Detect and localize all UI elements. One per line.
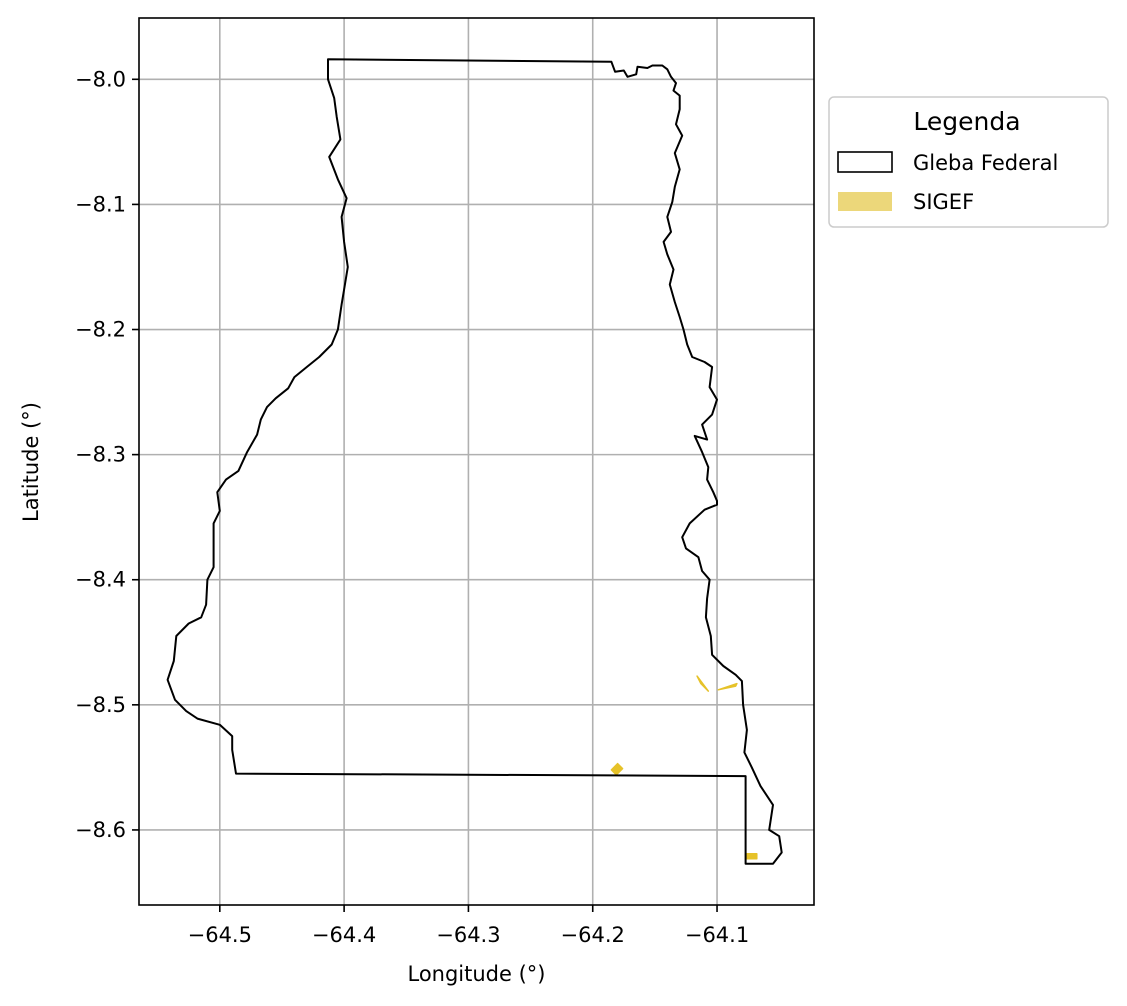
legend: Legenda Gleba Federal SIGEF [828,96,1109,228]
y-tick-label: −8.4 [75,568,126,592]
x-tick-label: −64.3 [436,923,500,947]
x-tick-label: −64.4 [312,923,376,947]
legend-title: Legenda [913,107,1020,136]
y-axis-label: Latitude (°) [19,402,43,522]
x-tick-label: −64.5 [188,923,252,947]
map-layers [166,58,783,865]
x-tick-label: −64.2 [561,923,625,947]
y-tick-label: −8.2 [75,318,126,342]
axis-ticks: −64.5 −64.4 −64.3 −64.2 −64.1 −8.0 −8.1 −8.2 −8.… [75,67,749,947]
gleba-federal-boundary [166,58,783,865]
legend-label-gleba-federal: Gleba Federal [913,151,1058,175]
legend-box [828,96,1109,228]
grid [139,18,814,905]
sigef-parcel [744,852,758,860]
y-tick-label: −8.1 [75,192,126,216]
sigef-parcel [717,682,738,691]
x-axis-label: Longitude (°) [407,962,545,986]
y-tick-label: −8.0 [75,67,126,91]
y-tick-label: −8.6 [75,818,126,842]
plot-frame [138,17,815,906]
legend-label-sigef: SIGEF [913,190,974,214]
y-tick-label: −8.5 [75,693,126,717]
sigef-parcel [696,675,710,692]
legend-swatch-sigef [838,192,892,211]
y-tick-label: −8.3 [75,443,126,467]
sigef-parcel [610,762,624,776]
x-tick-label: −64.1 [685,923,749,947]
legend-swatch-gleba-federal [837,151,893,173]
